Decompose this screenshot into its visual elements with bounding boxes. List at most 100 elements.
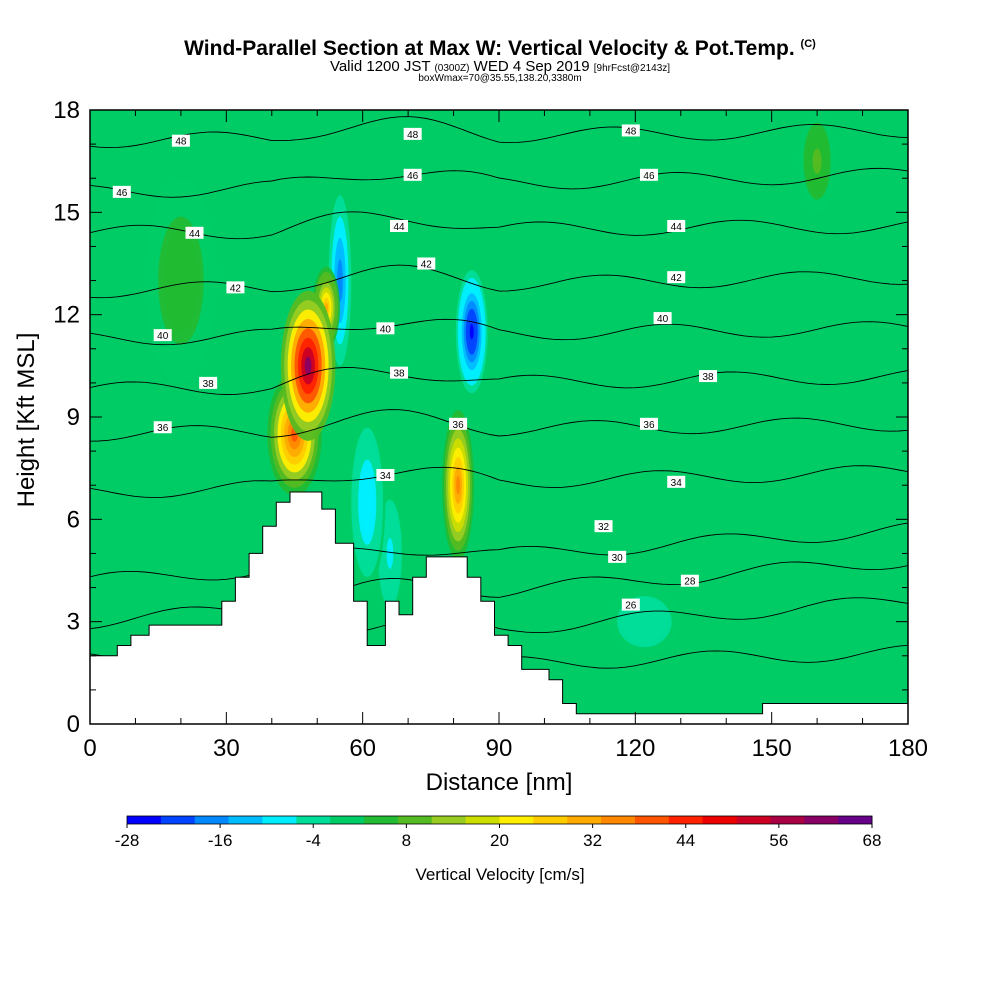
theta-label-box: [403, 127, 422, 140]
theta-label: 38: [199, 376, 218, 390]
velocity-cell: [176, 267, 186, 294]
theta-label: 38: [390, 366, 409, 380]
theta-label-box: [112, 185, 131, 198]
colorbar-swatch: [838, 816, 873, 824]
theta-label: 40: [653, 312, 672, 325]
colorbar-swatch: [431, 816, 467, 824]
y-tick-label: 3: [67, 609, 80, 636]
colorbar-swatch: [465, 816, 500, 824]
box-wmax-info: boxWmax=70@35.55,138.20,3380m: [418, 73, 582, 84]
colorbar-swatch: [194, 816, 230, 824]
theta-label: 46: [639, 168, 658, 182]
theta-label: 44: [185, 226, 204, 240]
theta-label-box: [390, 366, 409, 379]
colorbar-tick-label: 32: [583, 831, 602, 850]
theta-label: 28: [680, 574, 699, 588]
theta-label-text: 40: [157, 331, 169, 342]
valid-time: Valid 1200 JST: [329, 58, 431, 75]
velocity-cell: [456, 475, 461, 495]
theta-label-box: [390, 219, 409, 232]
theta-label-text: 44: [393, 222, 405, 233]
theta-label-text: 28: [684, 577, 696, 588]
theta-label-box: [171, 134, 190, 147]
theta-label-text: 36: [157, 423, 169, 434]
theta-label: 34: [667, 475, 686, 489]
colorbar-tick-label: -4: [306, 831, 321, 850]
theta-label-text: 42: [421, 260, 433, 271]
x-tick-label: 150: [752, 735, 792, 762]
chart-title: Wind-Parallel Section at Max W: Vertical…: [0, 38, 1000, 59]
theta-label: 48: [621, 124, 640, 137]
colorbar-swatch: [127, 816, 162, 824]
colorbar-swatch: [702, 816, 738, 824]
colorbar-tick-label: 20: [490, 831, 509, 850]
theta-label-text: 48: [175, 137, 187, 148]
theta-label-text: 30: [612, 553, 624, 564]
colorbar-swatch: [601, 816, 636, 824]
theta-label-text: 34: [380, 471, 392, 482]
theta-label: 26: [621, 598, 640, 612]
potential-temperature-labels: 48 48 48 46 46 46 44 44 44 42 42 42 40 40 40 38 38 38 36 36…: [112, 124, 718, 612]
chart-title-text: Wind-Parallel Section at Max W: Vertical…: [184, 37, 795, 60]
theta-label-text: 36: [643, 420, 655, 431]
theta-label-text: 48: [407, 130, 419, 141]
theta-label-box: [680, 574, 699, 587]
velocity-cell: [364, 491, 370, 513]
theta-label-text: 34: [671, 478, 683, 489]
theta-label-text: 40: [657, 314, 669, 325]
theta-label-text: 46: [407, 171, 419, 182]
velocity-cell: [639, 617, 649, 626]
theta-label-text: 48: [625, 126, 637, 137]
theta-label: 40: [153, 329, 172, 342]
colorbar: -28 -16 -4 8 20 32 44 56 68: [115, 815, 881, 850]
theta-label: 44: [390, 219, 409, 233]
theta-label-box: [621, 598, 640, 611]
theta-label: 40: [376, 322, 395, 335]
forecast-info: [9hrFcst@2143z]: [593, 63, 671, 74]
colorbar-swatch: [770, 816, 805, 824]
theta-label-box: [226, 281, 245, 294]
x-tick-label: 30: [213, 735, 240, 762]
theta-label-text: 40: [380, 324, 392, 335]
velocity-cell: [469, 324, 474, 340]
theta-label-box: [639, 417, 658, 430]
theta-label: 36: [153, 421, 172, 434]
velocity-cell: [338, 269, 342, 292]
colorbar-swatch: [397, 816, 433, 824]
theta-label-box: [699, 370, 718, 383]
velocity-cell: [388, 545, 392, 562]
x-axis-label: Distance [nm]: [426, 769, 573, 796]
theta-contour: [90, 522, 908, 581]
x-tick-label: 0: [83, 735, 96, 762]
theta-label-box: [667, 219, 686, 232]
colorbar-swatch: [228, 816, 263, 824]
theta-label-text: 26: [625, 601, 637, 612]
colorbar-swatch: [296, 816, 331, 824]
colorbar-tick-label: 8: [402, 831, 411, 850]
theta-label-box: [153, 329, 172, 342]
theta-contour: [90, 264, 908, 299]
colorbar-tick-label: -28: [115, 831, 140, 850]
x-tick-label: 120: [615, 735, 655, 762]
colorbar-swatch: [262, 816, 297, 824]
y-tick-label: 12: [53, 302, 80, 329]
x-tick-label: 60: [349, 735, 376, 762]
y-tick-label: 18: [53, 97, 80, 124]
theta-label: 42: [667, 271, 686, 284]
theta-label-text: 46: [116, 188, 128, 199]
theta-label-text: 38: [702, 372, 714, 383]
x-axis: 0 30 60 90 120 150 180: [83, 110, 928, 762]
theta-label-box: [199, 376, 218, 389]
copyright-mark: (C): [800, 38, 816, 50]
theta-label: 44: [667, 219, 686, 233]
theta-label-text: 38: [203, 379, 215, 390]
theta-label: 48: [403, 127, 422, 141]
colorbar-tick-label: 44: [676, 831, 695, 850]
theta-label-box: [449, 417, 468, 430]
y-tick-label: 15: [53, 199, 80, 226]
theta-contour: [90, 211, 908, 240]
theta-label: 46: [112, 185, 131, 199]
theta-label-box: [667, 475, 686, 488]
y-tick-label: 6: [67, 506, 80, 533]
